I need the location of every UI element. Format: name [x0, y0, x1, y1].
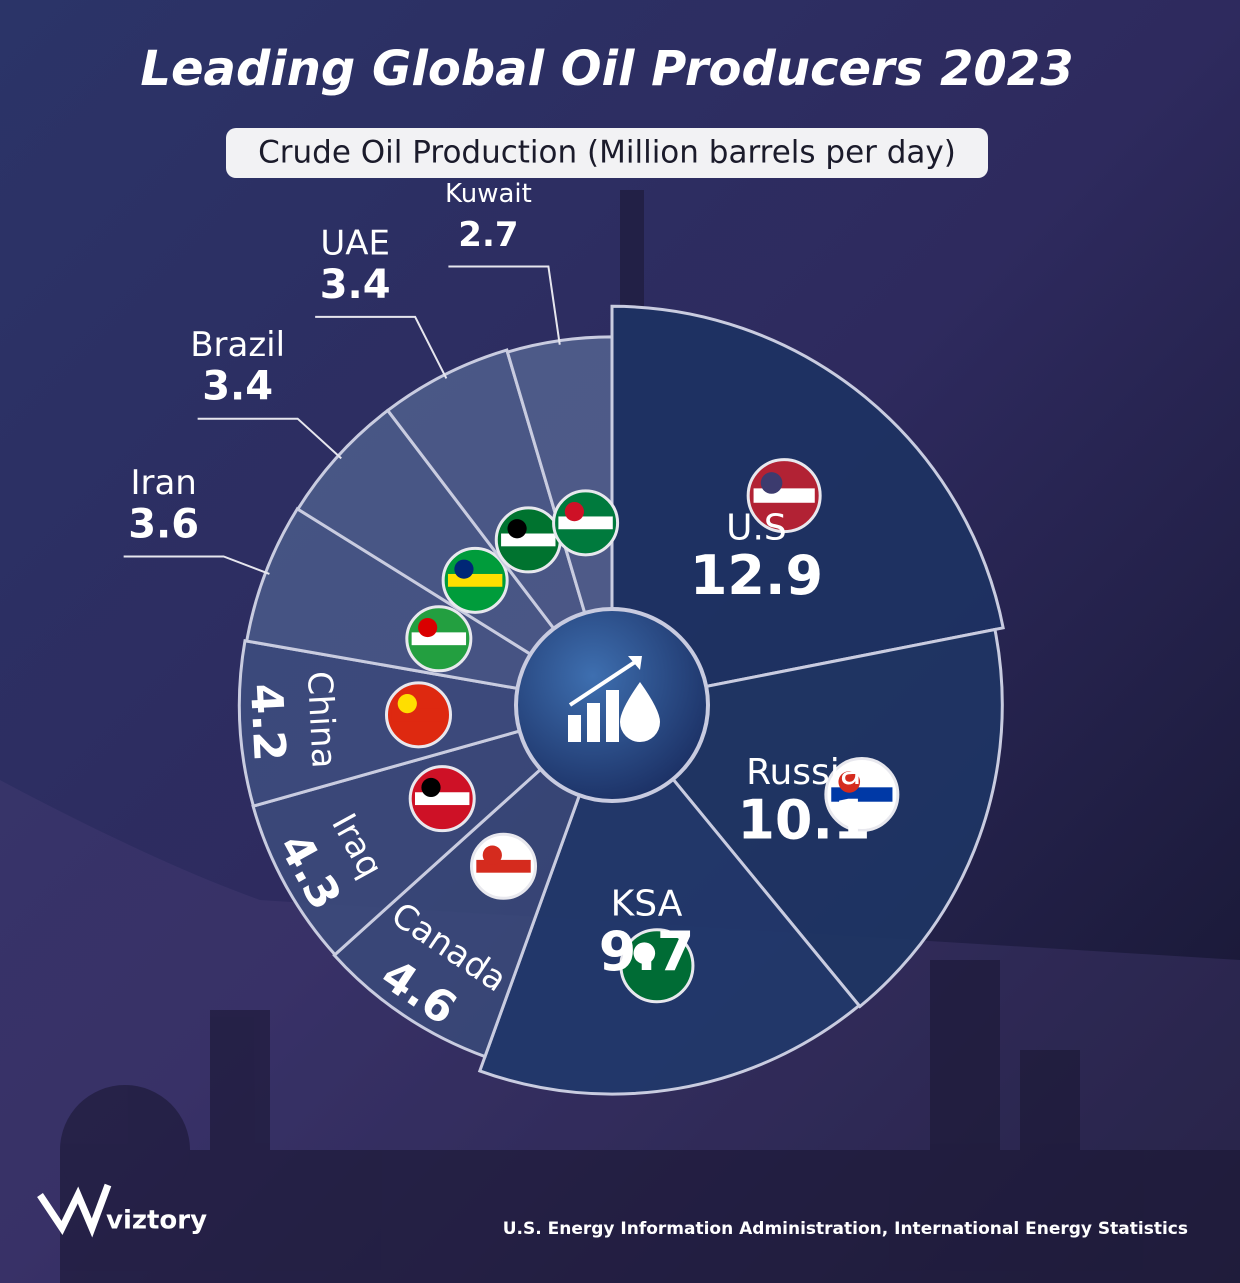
flag-emblem: [564, 502, 584, 522]
leader-line: [123, 555, 270, 575]
flag-band: [411, 632, 467, 646]
hub-icon: [568, 656, 660, 742]
slice-label: KSA: [611, 883, 683, 924]
flag-emblem: [838, 771, 861, 793]
slice-label: Russia: [746, 752, 862, 793]
flag: [405, 605, 473, 673]
leader-line: [448, 265, 561, 345]
slice-label: Iran: [130, 463, 196, 503]
flag-emblem: [421, 777, 441, 798]
flag-emblem: [418, 617, 438, 638]
flag: [441, 546, 509, 614]
flag-band: [415, 792, 470, 806]
leader-line: [315, 315, 448, 379]
slice: [609, 627, 1004, 1009]
flag: [824, 757, 900, 833]
slice-label: Brazil: [190, 325, 285, 365]
subtitle: Crude Oil Production (Million barrels pe…: [258, 135, 956, 171]
flag: [494, 506, 562, 574]
flag-emblem: [397, 694, 417, 714]
flag: [470, 832, 538, 900]
slice: [477, 702, 862, 1096]
slice-label: UAE: [320, 223, 390, 263]
flag-emblem: [507, 519, 527, 539]
flag-emblem: [454, 559, 474, 579]
flag-emblem: [633, 942, 656, 964]
flag-band: [753, 488, 815, 503]
brand: viztory: [106, 1206, 207, 1236]
flag: [552, 489, 620, 557]
slice: [332, 703, 614, 1059]
title: Leading Global Oil Producers 2023: [140, 41, 1073, 97]
value-label: 2.7: [458, 215, 518, 255]
flag-emblem: [482, 845, 502, 865]
brand-logo: [37, 1183, 112, 1238]
flag: [619, 928, 695, 1004]
flag: [746, 458, 822, 534]
value-label: 3.6: [128, 501, 199, 547]
subtitle-box: [226, 128, 988, 178]
refinery-silhouette: [60, 190, 1240, 1283]
source: U.S. Energy Information Administration, …: [503, 1219, 1188, 1239]
value-label: 10.1: [737, 788, 870, 851]
slice-label: Kuwait: [445, 179, 532, 209]
slice-label: U.S: [726, 507, 787, 548]
value-label: 4.2: [240, 682, 295, 762]
value-label: 12.9: [690, 544, 823, 607]
value-label: 3.4: [320, 262, 391, 308]
slice-label: China: [299, 670, 344, 769]
flag-band: [476, 859, 531, 873]
value-label: 3.4: [202, 364, 273, 410]
flag-emblem: [760, 472, 783, 494]
chart: U.S12.9Russia10.1KSA9.7Canada4.6Iraq4.3C…: [123, 179, 1005, 1096]
flag-band: [447, 573, 503, 587]
flag-band: [558, 516, 613, 530]
value-label: 9.7: [599, 920, 695, 983]
leader-line: [197, 417, 342, 460]
flag-band: [391, 708, 446, 722]
flag-band: [501, 533, 556, 547]
flag: [408, 765, 476, 833]
flag: [384, 681, 452, 749]
